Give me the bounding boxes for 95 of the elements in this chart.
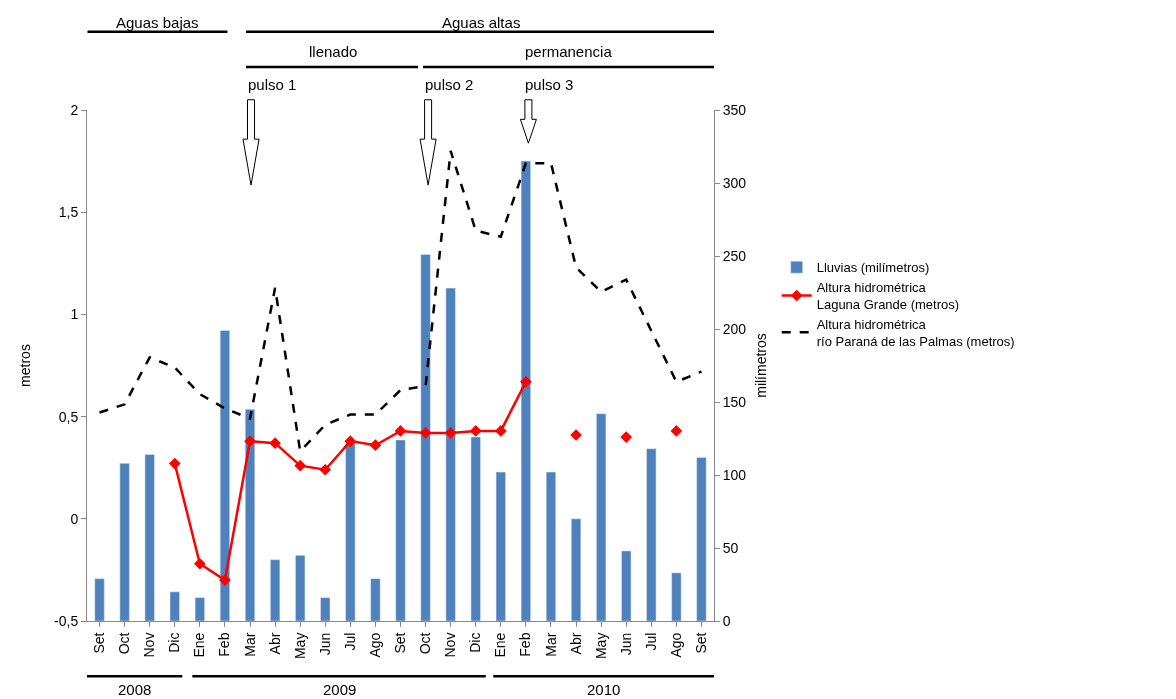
legend-label: Altura hidrométrica río Paraná de las Palmas (metros) — [816, 316, 1015, 349]
x-tick-label: Set — [392, 632, 409, 654]
point — [194, 557, 206, 570]
x-tick-label: Mar — [542, 632, 559, 657]
x-tick-label: Ago — [366, 632, 383, 658]
bar — [270, 559, 281, 621]
x-tick-label: Ene — [191, 632, 208, 658]
y2-tick-label: 300 — [722, 174, 747, 191]
bar — [671, 572, 682, 621]
text: 2010 — [587, 681, 621, 698]
text: Aguas altas — [442, 14, 521, 31]
point — [369, 439, 382, 452]
bar — [520, 160, 531, 621]
point — [344, 435, 357, 447]
point — [670, 425, 683, 437]
x-tick-label: Jun — [617, 632, 634, 656]
y2-tick-label: 50 — [722, 539, 739, 556]
x-tick-label: Feb — [517, 632, 534, 657]
bar — [545, 471, 556, 621]
y2-tick-label: 250 — [722, 247, 747, 264]
x-tick-label: Jul — [341, 632, 358, 651]
x-tick-label: Ago — [667, 632, 684, 658]
bar — [470, 436, 481, 621]
y2-axis-title: milímetros — [752, 333, 769, 398]
x-tick-label: May — [291, 632, 308, 660]
x-tick-label: Set — [693, 632, 710, 654]
y-tick-label: 1,5 — [58, 204, 79, 221]
bar — [320, 597, 331, 621]
x-tick-label: Dic — [467, 632, 484, 653]
text: pulso 3 — [525, 76, 574, 93]
y2-tick-label: 350 — [722, 101, 747, 118]
bar — [94, 578, 105, 621]
legend-label: Altura hidrométrica Laguna Grande (metros) — [816, 280, 960, 312]
bar — [445, 287, 456, 621]
bar — [571, 518, 582, 621]
bar — [169, 591, 180, 621]
bar — [194, 597, 205, 621]
bar — [370, 578, 381, 621]
bar — [420, 254, 431, 621]
x-tick-label: Mar — [241, 632, 258, 657]
x-tick-label: May — [592, 632, 609, 660]
x-tick-label: Nov — [141, 632, 158, 658]
point — [269, 437, 281, 450]
text: Aguas bajas — [116, 14, 199, 31]
x-tick-label: Abr — [266, 632, 283, 655]
y-tick-label: 0,5 — [58, 408, 79, 425]
x-tick-label: Oct — [116, 632, 133, 655]
bar — [345, 442, 356, 621]
y2-tick-label: 0 — [722, 612, 731, 629]
bar — [144, 454, 155, 621]
y2-tick-label: 100 — [722, 466, 747, 483]
bar — [219, 330, 230, 621]
y-axis-title: metros — [16, 344, 33, 387]
x-tick-label: Abr — [567, 632, 584, 655]
x-tick-label: Jul — [642, 632, 659, 651]
text: pulso 1 — [248, 76, 297, 93]
x-tick-label: Oct — [417, 632, 434, 655]
bar — [245, 409, 256, 621]
y-tick-label: 1 — [70, 306, 79, 323]
bar — [495, 471, 506, 621]
point — [294, 459, 307, 472]
text: 2009 — [323, 681, 357, 698]
point — [620, 431, 633, 443]
point — [520, 376, 532, 388]
bar — [596, 413, 607, 621]
point — [168, 457, 181, 470]
x-tick-label: Ene — [492, 632, 509, 658]
y-tick-label: 0 — [70, 510, 79, 527]
y-tick-label: 2 — [70, 101, 79, 118]
point — [469, 425, 482, 437]
legend-label: Lluvias (milímetros) — [816, 260, 930, 276]
bar — [621, 550, 632, 621]
text: permanencia — [525, 43, 613, 60]
text: 2008 — [118, 681, 152, 698]
bar — [395, 439, 406, 621]
point — [444, 427, 457, 439]
bar — [119, 463, 130, 621]
point — [394, 425, 407, 437]
x-tick-label: Dic — [166, 632, 183, 653]
bar — [295, 555, 306, 621]
text: pulso 2 — [425, 76, 474, 93]
point — [219, 574, 231, 586]
y2-tick-label: 150 — [722, 393, 747, 410]
point — [570, 429, 582, 441]
x-tick-label: Nov — [442, 632, 459, 658]
bar — [696, 457, 707, 621]
text: llenado — [309, 43, 358, 60]
x-tick-label: Feb — [216, 632, 233, 657]
y-tick-label: -0,5 — [54, 612, 79, 629]
y2-tick-label: 200 — [722, 320, 747, 337]
point — [319, 463, 332, 476]
point — [419, 427, 432, 439]
bar — [646, 448, 657, 621]
x-tick-label: Set — [91, 632, 108, 654]
x-tick-label: Jun — [316, 632, 333, 656]
